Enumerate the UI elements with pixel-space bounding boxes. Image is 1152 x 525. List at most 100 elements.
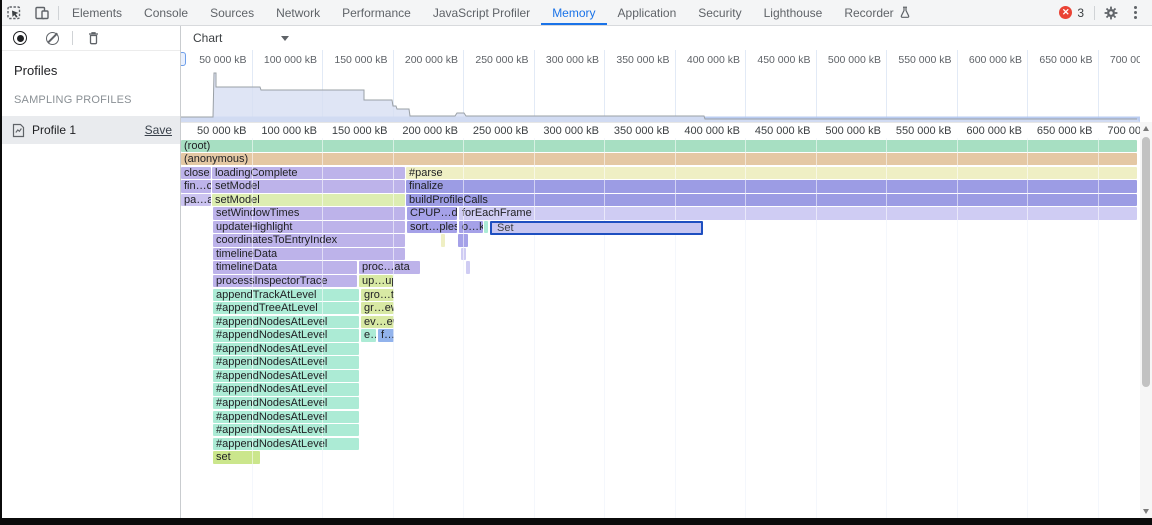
tab-console[interactable]: Console — [133, 0, 199, 25]
tab-security[interactable]: Security — [687, 0, 752, 25]
ruler-tick-label: 300 000 kB — [543, 125, 599, 137]
tab-sources[interactable]: Sources — [199, 0, 265, 25]
tab-javascript-profiler[interactable]: JavaScript Profiler — [422, 0, 541, 25]
start-profiling-button[interactable] — [6, 31, 34, 45]
flame-block--appendnodesatlevel[interactable]: #appendNodesAtLevel — [213, 369, 359, 383]
flame-block-timelinedata[interactable]: timelineData — [213, 247, 405, 261]
flame-block-setmodel[interactable]: setModel — [212, 193, 405, 207]
flame-block--appendtreeatlevel[interactable]: #appendTreeAtLevel — [213, 302, 359, 315]
device-toolbar-icon — [34, 5, 50, 21]
flame-block[interactable] — [441, 234, 445, 247]
delete-profile-button[interactable] — [79, 30, 107, 46]
overview-tick-label: 550 000 kB — [898, 54, 952, 66]
settings-button[interactable] — [1097, 5, 1125, 21]
flame-block-appendtrackatlevel[interactable]: appendTrackAtLevel — [213, 288, 359, 301]
flame-block-setwindowtimes[interactable]: setWindowTimes — [213, 207, 405, 220]
save-profile-link[interactable]: Save — [144, 123, 172, 137]
clear-profiles-button[interactable] — [38, 31, 66, 45]
flame-block--appendnodesatlevel[interactable]: #appendNodesAtLevel — [213, 424, 359, 437]
flame-block-updatehighlight[interactable]: updateHighlight — [213, 220, 405, 234]
flame-block[interactable] — [466, 261, 470, 274]
triangle-up-icon — [1143, 126, 1149, 131]
memory-overview-pane[interactable]: 50 000 kB 100 000 kB 150 000 kB 200 000 kB 2… — [181, 50, 1140, 122]
tab-performance[interactable]: Performance — [331, 0, 422, 25]
ruler-tick-label: 450 000 kB — [754, 125, 811, 137]
flame-block-processinspectortrace[interactable]: processInspectorTrace — [213, 275, 357, 288]
flame-block-up-up[interactable]: up…up — [359, 275, 393, 288]
allocation-flame-chart[interactable]: (root) (anonymous) close loadingComplete #pa… — [181, 138, 1140, 518]
flame-block-finalize[interactable]: finalize — [406, 180, 1137, 193]
overview-range-handle[interactable] — [181, 52, 186, 66]
memory-panel-toolbar — [0, 26, 180, 51]
gridline — [251, 50, 253, 122]
flame-block--appendnodesatlevel[interactable]: #appendNodesAtLevel — [213, 396, 359, 410]
inspect-element-button[interactable] — [0, 0, 28, 25]
flame-block-close[interactable]: close — [181, 166, 211, 179]
overview-tick-label: 300 000 kB — [545, 54, 599, 66]
flame-block-set[interactable]: set — [213, 451, 260, 464]
console-errors-button[interactable]: ✕ 3 — [1051, 6, 1092, 20]
flame-block-gr-ew[interactable]: gr…ew — [361, 302, 394, 315]
tab-elements[interactable]: Elements — [61, 0, 133, 25]
scrollbar-thumb[interactable] — [1142, 137, 1150, 387]
vertical-scrollbar[interactable] — [1140, 122, 1152, 518]
device-toolbar-button[interactable] — [28, 0, 56, 25]
flame-block-buildprofilecalls[interactable]: buildProfileCalls — [406, 193, 1137, 207]
flame-block--appendnodesatlevel[interactable]: #appendNodesAtLevel — [213, 437, 359, 450]
flame-block--anonymous-[interactable]: (anonymous) — [181, 153, 1137, 166]
flame-block--appendnodesatlevel[interactable]: #appendNodesAtLevel — [213, 315, 359, 329]
gridline — [674, 50, 676, 122]
ruler-tick-label: 400 000 kB — [684, 125, 740, 137]
chevron-down-icon — [281, 35, 289, 41]
flame-block-loadingcomplete[interactable]: loadingComplete — [212, 166, 405, 179]
flame-block-setmodel[interactable]: setModel — [212, 180, 405, 193]
flame-block-fin-ce[interactable]: fin…ce — [181, 180, 211, 193]
flame-block-o-k[interactable]: o…k — [459, 220, 483, 234]
flame-block-proc-ata[interactable]: proc…ata — [359, 261, 420, 274]
flame-block-sort-ples[interactable]: sort…ples — [407, 220, 457, 234]
tab-recorder[interactable]: Recorder — [833, 0, 921, 25]
flame-block-e-[interactable]: e… — [361, 329, 376, 342]
flame-block--root-[interactable]: (root) — [181, 139, 1137, 152]
flame-block--appendnodesatlevel[interactable]: #appendNodesAtLevel — [213, 383, 359, 396]
record-icon — [13, 31, 27, 45]
tab-label: Recorder — [844, 5, 894, 20]
tab-lighthouse[interactable]: Lighthouse — [753, 0, 834, 25]
flame-block--appendnodesatlevel[interactable]: #appendNodesAtLevel — [213, 329, 359, 342]
gridline — [322, 138, 323, 518]
tab-network[interactable]: Network — [265, 0, 331, 25]
more-options-button[interactable] — [1125, 6, 1146, 19]
flame-block-gro-ts[interactable]: gro…ts — [361, 288, 394, 301]
flame-block--appendnodesatlevel[interactable]: #appendNodesAtLevel — [213, 410, 359, 423]
flame-block-set[interactable]: Set — [490, 220, 703, 235]
flame-block--parse[interactable]: #parse — [406, 166, 1137, 179]
flame-block--appendnodesatlevel[interactable]: #appendNodesAtLevel — [213, 342, 359, 356]
ruler-tick-label: 700 000 kB — [1107, 125, 1140, 137]
flame-block-timelinedata[interactable]: timelineData — [213, 261, 357, 274]
perspective-select[interactable]: Chart — [189, 29, 293, 47]
gridline — [1027, 50, 1028, 122]
tab-application[interactable]: Application — [607, 0, 688, 25]
profile-list-item[interactable]: Profile 1 Save — [0, 116, 180, 144]
gridline — [745, 138, 746, 518]
tab-memory[interactable]: Memory — [541, 0, 606, 25]
flame-block[interactable] — [484, 220, 488, 234]
flame-block--appendnodesatlevel[interactable]: #appendNodesAtLevel — [213, 356, 359, 369]
window-edge — [0, 0, 2, 525]
gridline — [392, 138, 394, 518]
gridline — [886, 138, 887, 518]
scroll-down-button[interactable] — [1140, 505, 1152, 518]
flame-block-pa-at[interactable]: pa…at — [181, 193, 211, 207]
gridline — [463, 50, 464, 122]
flame-block-coordinatestoentryindex[interactable]: coordinatesToEntryIndex — [213, 234, 405, 247]
flame-block-ev-ew[interactable]: ev…ew — [361, 315, 394, 329]
ruler-tick-label: 650 000 kB — [1036, 125, 1093, 137]
flame-block-cpup-del[interactable]: CPUP…del — [407, 207, 457, 220]
gridline — [674, 138, 676, 518]
flame-block-foreachframe[interactable]: forEachFrame — [459, 207, 1137, 220]
scroll-up-button[interactable] — [1140, 122, 1152, 135]
gridline — [1027, 138, 1028, 518]
gridline — [463, 138, 464, 518]
overview-tick-label: 400 000 kB — [686, 54, 740, 66]
flame-block-f-r[interactable]: f…r — [378, 329, 394, 342]
